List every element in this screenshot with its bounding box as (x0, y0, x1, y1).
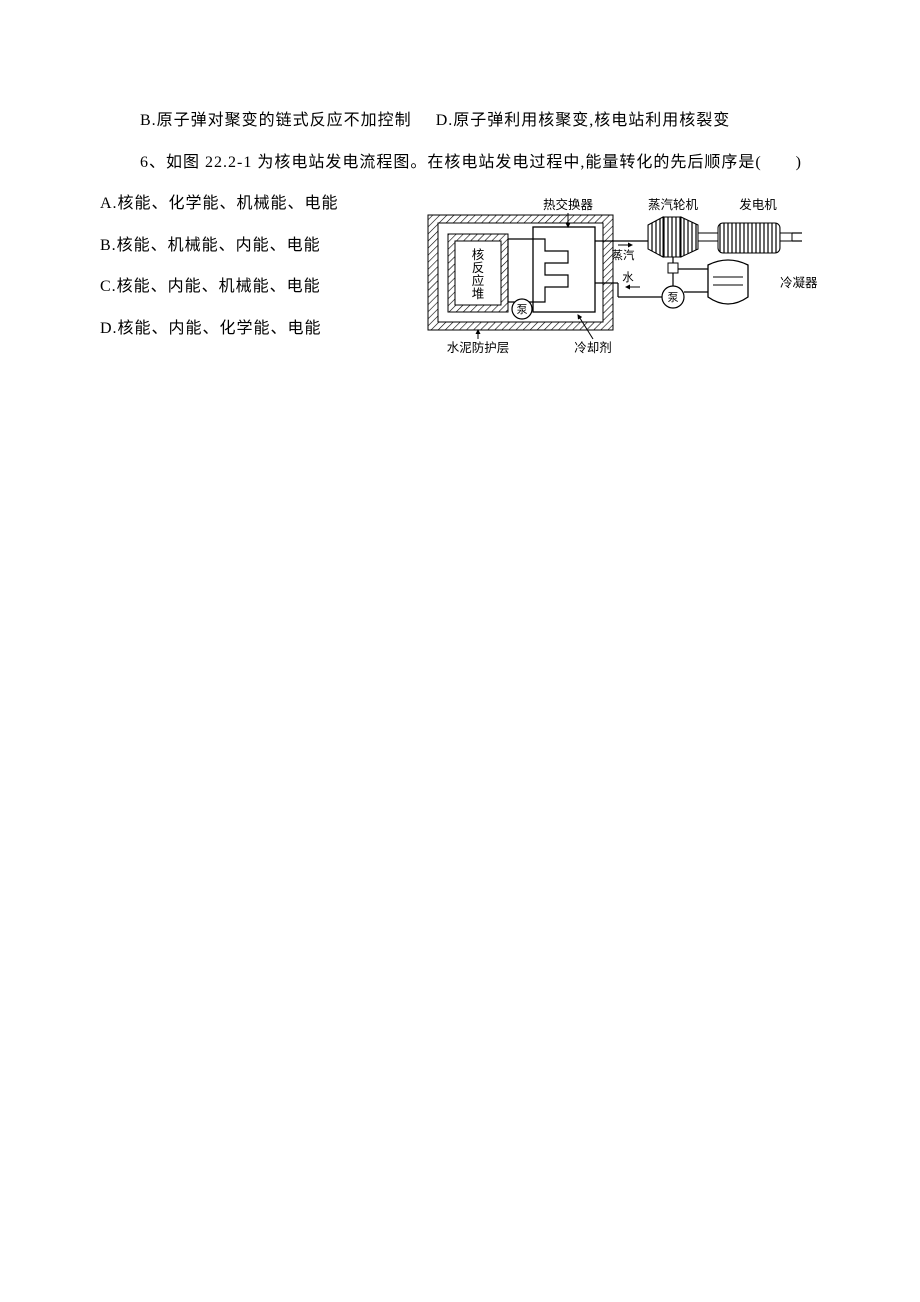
reactor-diagram: 核 反 应 堆 泵 热交换器 蒸汽 蒸汽轮机 (410, 183, 840, 372)
option-b: B.核能、机械能、内能、电能 (100, 225, 410, 267)
svg-text:堆: 堆 (472, 287, 485, 301)
label-reactor: 核 (472, 248, 485, 262)
label-heat-exchanger: 热交换器 (543, 197, 594, 212)
diagram-svg: 核 反 应 堆 泵 热交换器 蒸汽 蒸汽轮机 (418, 187, 828, 367)
svg-text:反: 反 (472, 261, 485, 275)
label-pump-left: 泵 (517, 303, 528, 316)
option-a: A.核能、化学能、机械能、电能 (100, 183, 410, 225)
turbine-icon (648, 217, 698, 257)
svg-text:应: 应 (472, 273, 485, 288)
label-water: 水 (622, 271, 634, 284)
question6-options: A.核能、化学能、机械能、电能 B.核能、机械能、内能、电能 C.核能、内能、机… (80, 183, 410, 349)
option-d-text: D.原子弹利用核聚变,核电站利用核裂变 (436, 100, 731, 142)
label-shield: 水泥防护层 (447, 340, 510, 355)
label-generator: 发电机 (739, 197, 777, 212)
question5-options-bd: B.原子弹对聚变的链式反应不加控制 D.原子弹利用核聚变,核电站利用核裂变 (80, 100, 840, 142)
question6-stem: 6、如图 22.2-1 为核电站发电流程图。在核电站发电过程中,能量转化的先后顺… (80, 142, 840, 184)
label-condenser: 冷凝器 (780, 275, 818, 290)
option-b-text: B.原子弹对聚变的链式反应不加控制 (140, 100, 412, 142)
label-steam: 蒸汽 (612, 248, 635, 262)
option-d: D.核能、内能、化学能、电能 (100, 308, 410, 350)
option-c: C.核能、内能、机械能、电能 (100, 266, 410, 308)
label-pump-right: 泵 (668, 291, 679, 304)
label-coolant: 冷却剂 (574, 340, 612, 355)
label-turbine: 蒸汽轮机 (648, 197, 699, 212)
